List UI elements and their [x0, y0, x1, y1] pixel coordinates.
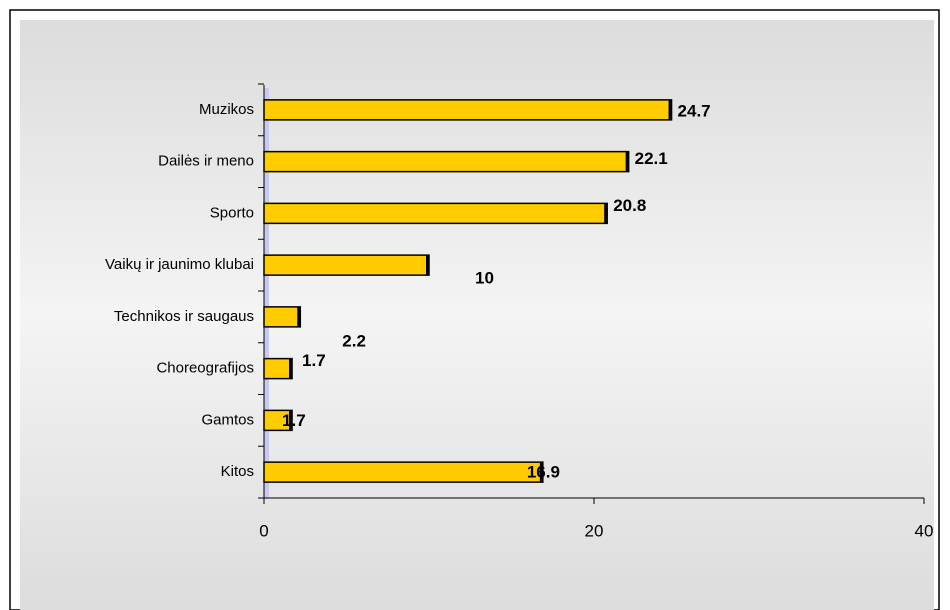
data-label: 1.7	[282, 411, 306, 430]
data-label: 2.2	[342, 331, 366, 350]
y-tick-label: Dailės ir meno	[158, 153, 254, 170]
y-tick-label: Muzikos	[199, 101, 254, 118]
bar	[263, 306, 302, 328]
bar	[263, 461, 544, 483]
bar	[263, 357, 293, 380]
data-label: 24.7	[678, 101, 711, 120]
bar	[263, 99, 673, 121]
data-label: 22.1	[635, 149, 668, 168]
data-label: 10	[475, 269, 494, 288]
y-tick-label: Sporto	[210, 204, 254, 221]
y-tick-label: Gamtos	[201, 411, 254, 428]
bar	[263, 254, 430, 276]
data-label: 1.7	[302, 351, 326, 370]
y-tick-label: Technikos ir saugaus	[114, 308, 254, 325]
data-label: 20.8	[613, 196, 646, 215]
y-tick-label: Kitos	[221, 463, 254, 480]
y-tick-label: Vaikų ir jaunimo klubai	[105, 256, 254, 273]
data-label: 16.9	[527, 463, 560, 482]
x-tick-label: 40	[915, 521, 934, 540]
bar	[263, 150, 630, 173]
x-tick-label: 20	[585, 521, 604, 540]
x-tick-label: 0	[259, 521, 268, 540]
axis-wall	[264, 88, 269, 498]
y-tick-label: Choreografijos	[156, 360, 254, 377]
bar	[263, 202, 608, 225]
